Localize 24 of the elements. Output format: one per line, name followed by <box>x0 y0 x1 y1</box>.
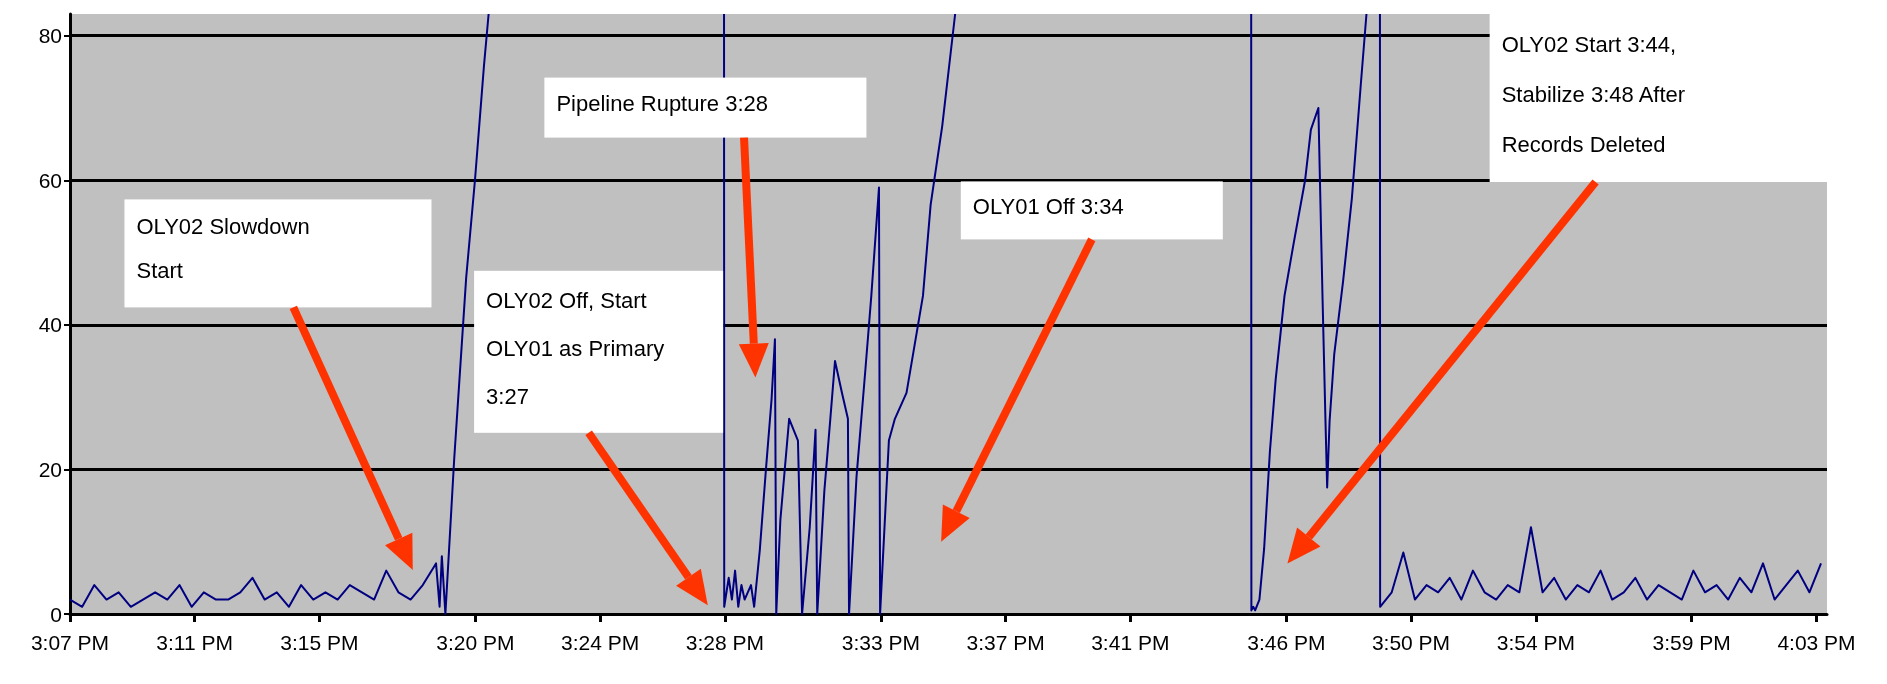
x-tick-label: 3:28 PM <box>685 631 765 654</box>
x-tick-label: 3:11 PM <box>156 631 233 654</box>
y-tick-label: 60 <box>38 168 62 192</box>
x-tick-label: 4:03 PM <box>1777 631 1856 654</box>
x-tick-label: 3:41 PM <box>1091 631 1170 654</box>
x-tick-label: 3:33 PM <box>841 631 920 654</box>
x-tick-label: 3:37 PM <box>966 631 1045 654</box>
annotation: OLY01 Off 3:34 <box>972 193 1125 222</box>
annotation: OLY02 Off, Start OLY01 as Primary 3:27 <box>486 286 666 411</box>
y-tick-label: 0 <box>50 602 62 626</box>
x-tick-label: 3:24 PM <box>561 631 640 654</box>
y-tick-label: 80 <box>38 24 62 48</box>
annotation: Pipeline Rupture 3:28 <box>556 89 769 118</box>
x-tick-label: 3:59 PM <box>1652 631 1731 654</box>
annotation: OLY02 Start 3:44, Stabilize 3:48 After Records Deleted <box>1501 31 1687 159</box>
x-tick-label: 3:50 PM <box>1371 631 1451 654</box>
y-tick-label: 40 <box>38 313 62 337</box>
y-tick-label: 20 <box>38 457 62 481</box>
x-tick-label: 3:54 PM <box>1496 631 1575 654</box>
x-tick-label: 3:07 PM <box>30 631 110 654</box>
x-tick-label: 3:20 PM <box>436 631 515 654</box>
annotation: OLY02 Slowdown Start <box>136 213 311 286</box>
x-tick-label: 3:46 PM <box>1247 631 1326 654</box>
x-tick-label: 3:15 PM <box>280 631 359 654</box>
